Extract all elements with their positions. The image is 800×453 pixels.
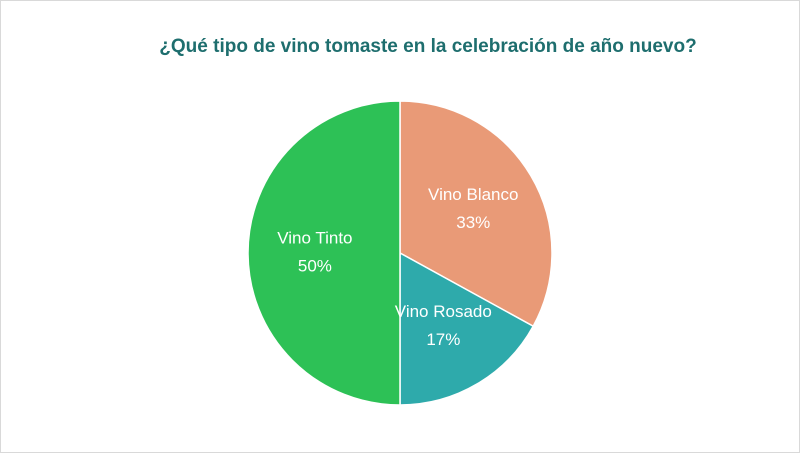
pie-slice bbox=[399, 100, 553, 328]
pie-slice bbox=[247, 100, 401, 406]
slice-value-label: 50% bbox=[298, 256, 332, 275]
slice-value-label: 17% bbox=[426, 330, 460, 349]
pie-slice bbox=[399, 251, 535, 406]
slice-label: Vino Tinto bbox=[277, 228, 352, 247]
chart-title: ¿Qué tipo de vino tomaste en la celebrac… bbox=[159, 36, 696, 57]
slice-value-label: 33% bbox=[456, 213, 490, 232]
slice-label: Vino Blanco bbox=[428, 185, 518, 204]
slice-label: Vino Rosado bbox=[395, 302, 492, 321]
